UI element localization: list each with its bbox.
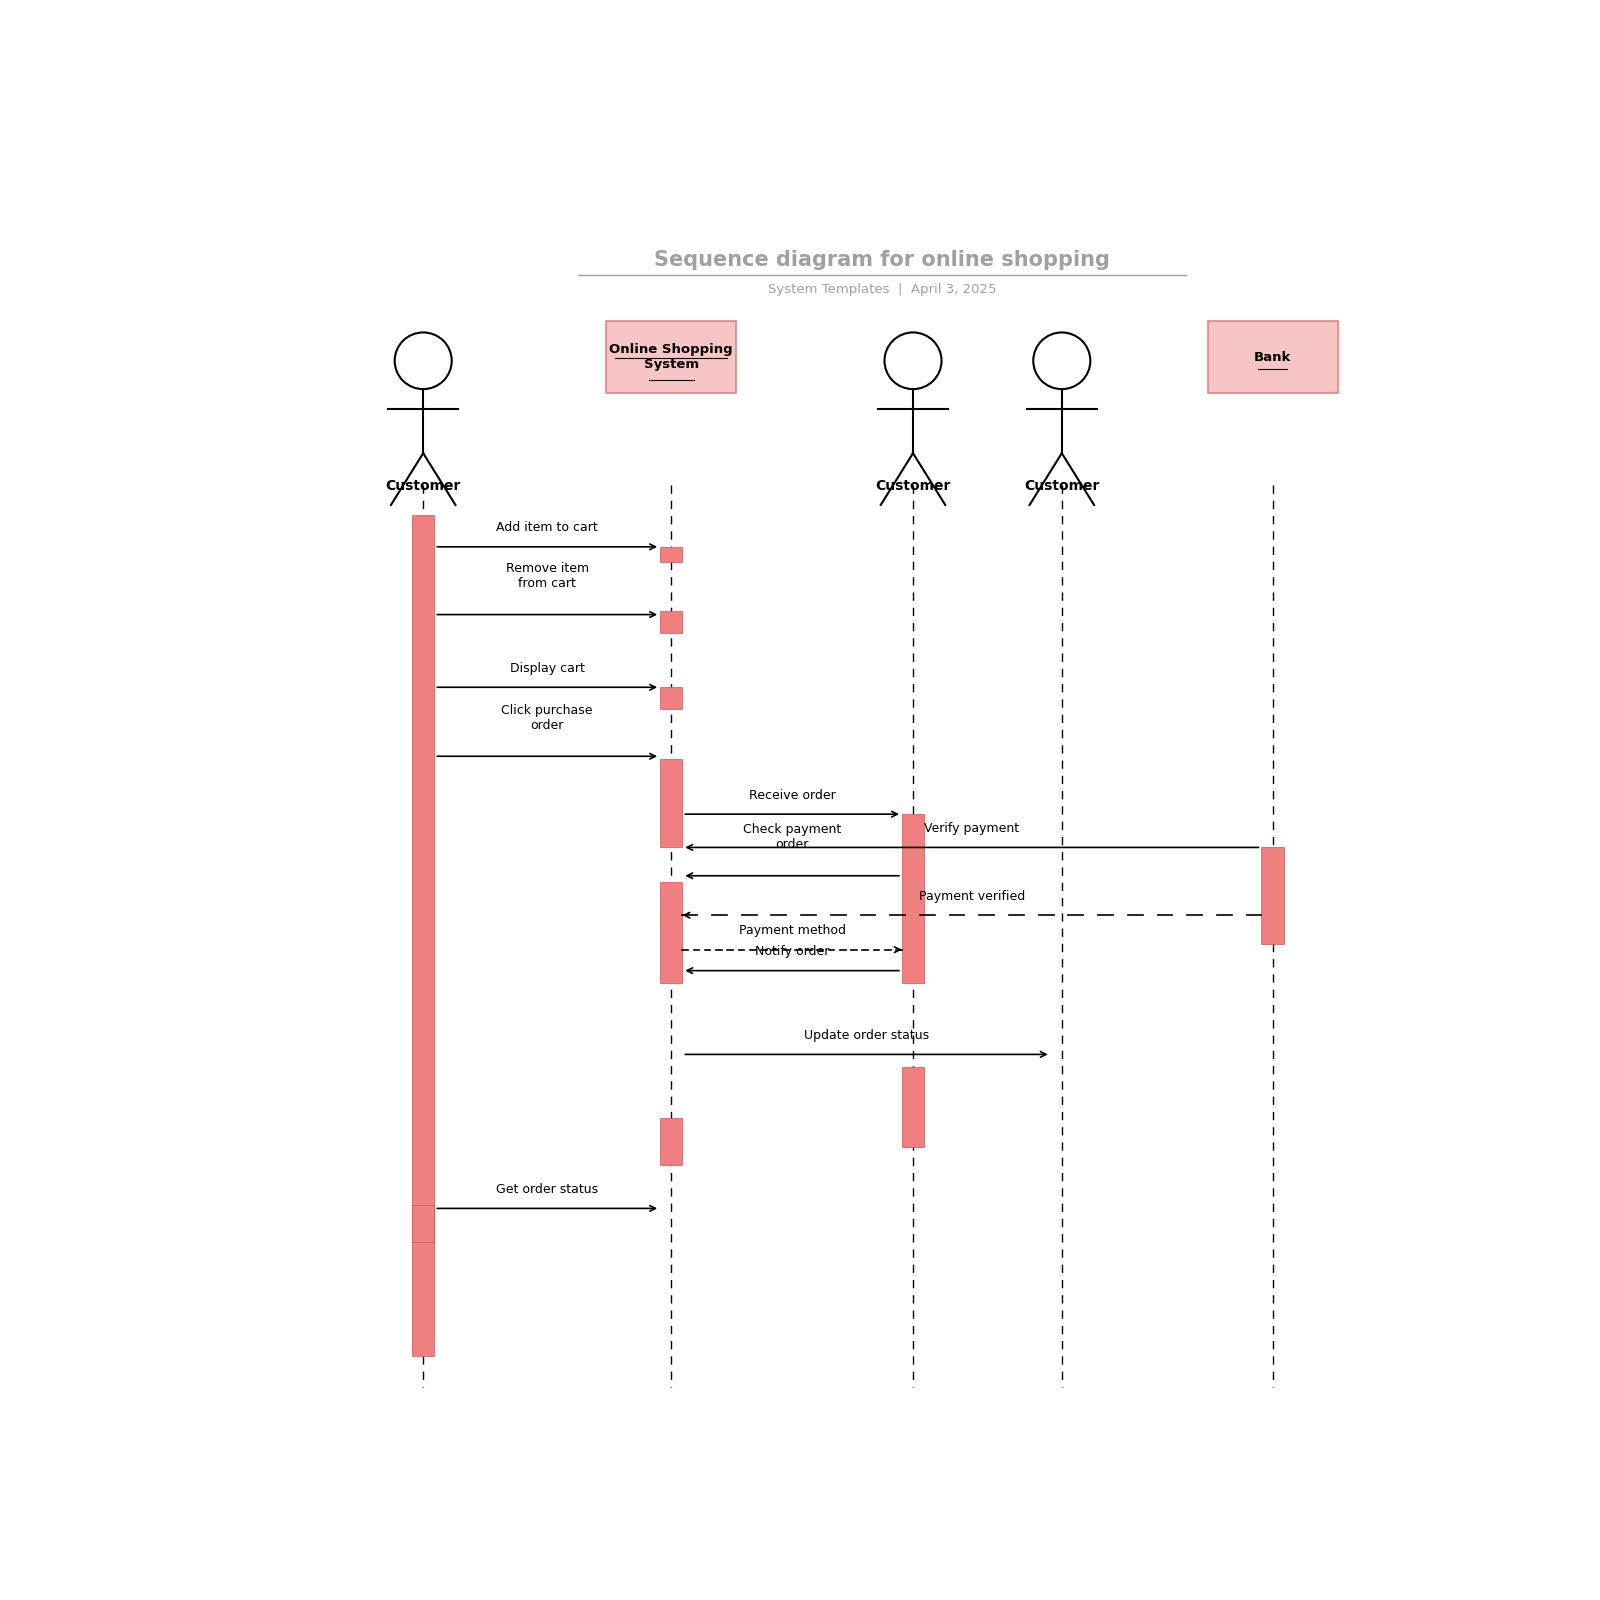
- Bar: [902, 1067, 925, 1147]
- Bar: [661, 611, 682, 634]
- Text: Remove item
from cart: Remove item from cart: [506, 562, 589, 590]
- Bar: [661, 882, 682, 982]
- Text: Check payment
order: Check payment order: [742, 822, 842, 851]
- Bar: [661, 547, 682, 562]
- Bar: [1261, 848, 1283, 944]
- Bar: [413, 1205, 434, 1242]
- Bar: [661, 688, 682, 709]
- Text: Verify payment: Verify payment: [925, 822, 1019, 835]
- Text: Bank: Bank: [1254, 350, 1291, 363]
- Bar: [413, 515, 434, 1357]
- Text: Payment method: Payment method: [739, 925, 845, 938]
- Text: Payment verified: Payment verified: [918, 890, 1026, 902]
- Text: Customer: Customer: [875, 478, 950, 493]
- Text: Get order status: Get order status: [496, 1182, 598, 1197]
- Text: Receive order: Receive order: [749, 789, 835, 802]
- Text: Click purchase
order: Click purchase order: [501, 704, 594, 731]
- Text: Customer: Customer: [386, 478, 461, 493]
- Text: Sequence diagram for online shopping: Sequence diagram for online shopping: [654, 250, 1110, 270]
- Bar: [1208, 322, 1338, 394]
- Text: Add item to cart: Add item to cart: [496, 522, 598, 534]
- Bar: [902, 814, 925, 982]
- Text: System Templates  |  April 3, 2025: System Templates | April 3, 2025: [768, 283, 997, 296]
- Text: Notify order: Notify order: [755, 946, 829, 958]
- Text: Customer: Customer: [1024, 478, 1099, 493]
- Text: Online Shopping
System: Online Shopping System: [610, 342, 733, 371]
- Bar: [661, 758, 682, 848]
- Bar: [606, 322, 736, 394]
- Text: Display cart: Display cart: [510, 662, 584, 675]
- Bar: [661, 1118, 682, 1165]
- Text: Update order status: Update order status: [803, 1029, 930, 1042]
